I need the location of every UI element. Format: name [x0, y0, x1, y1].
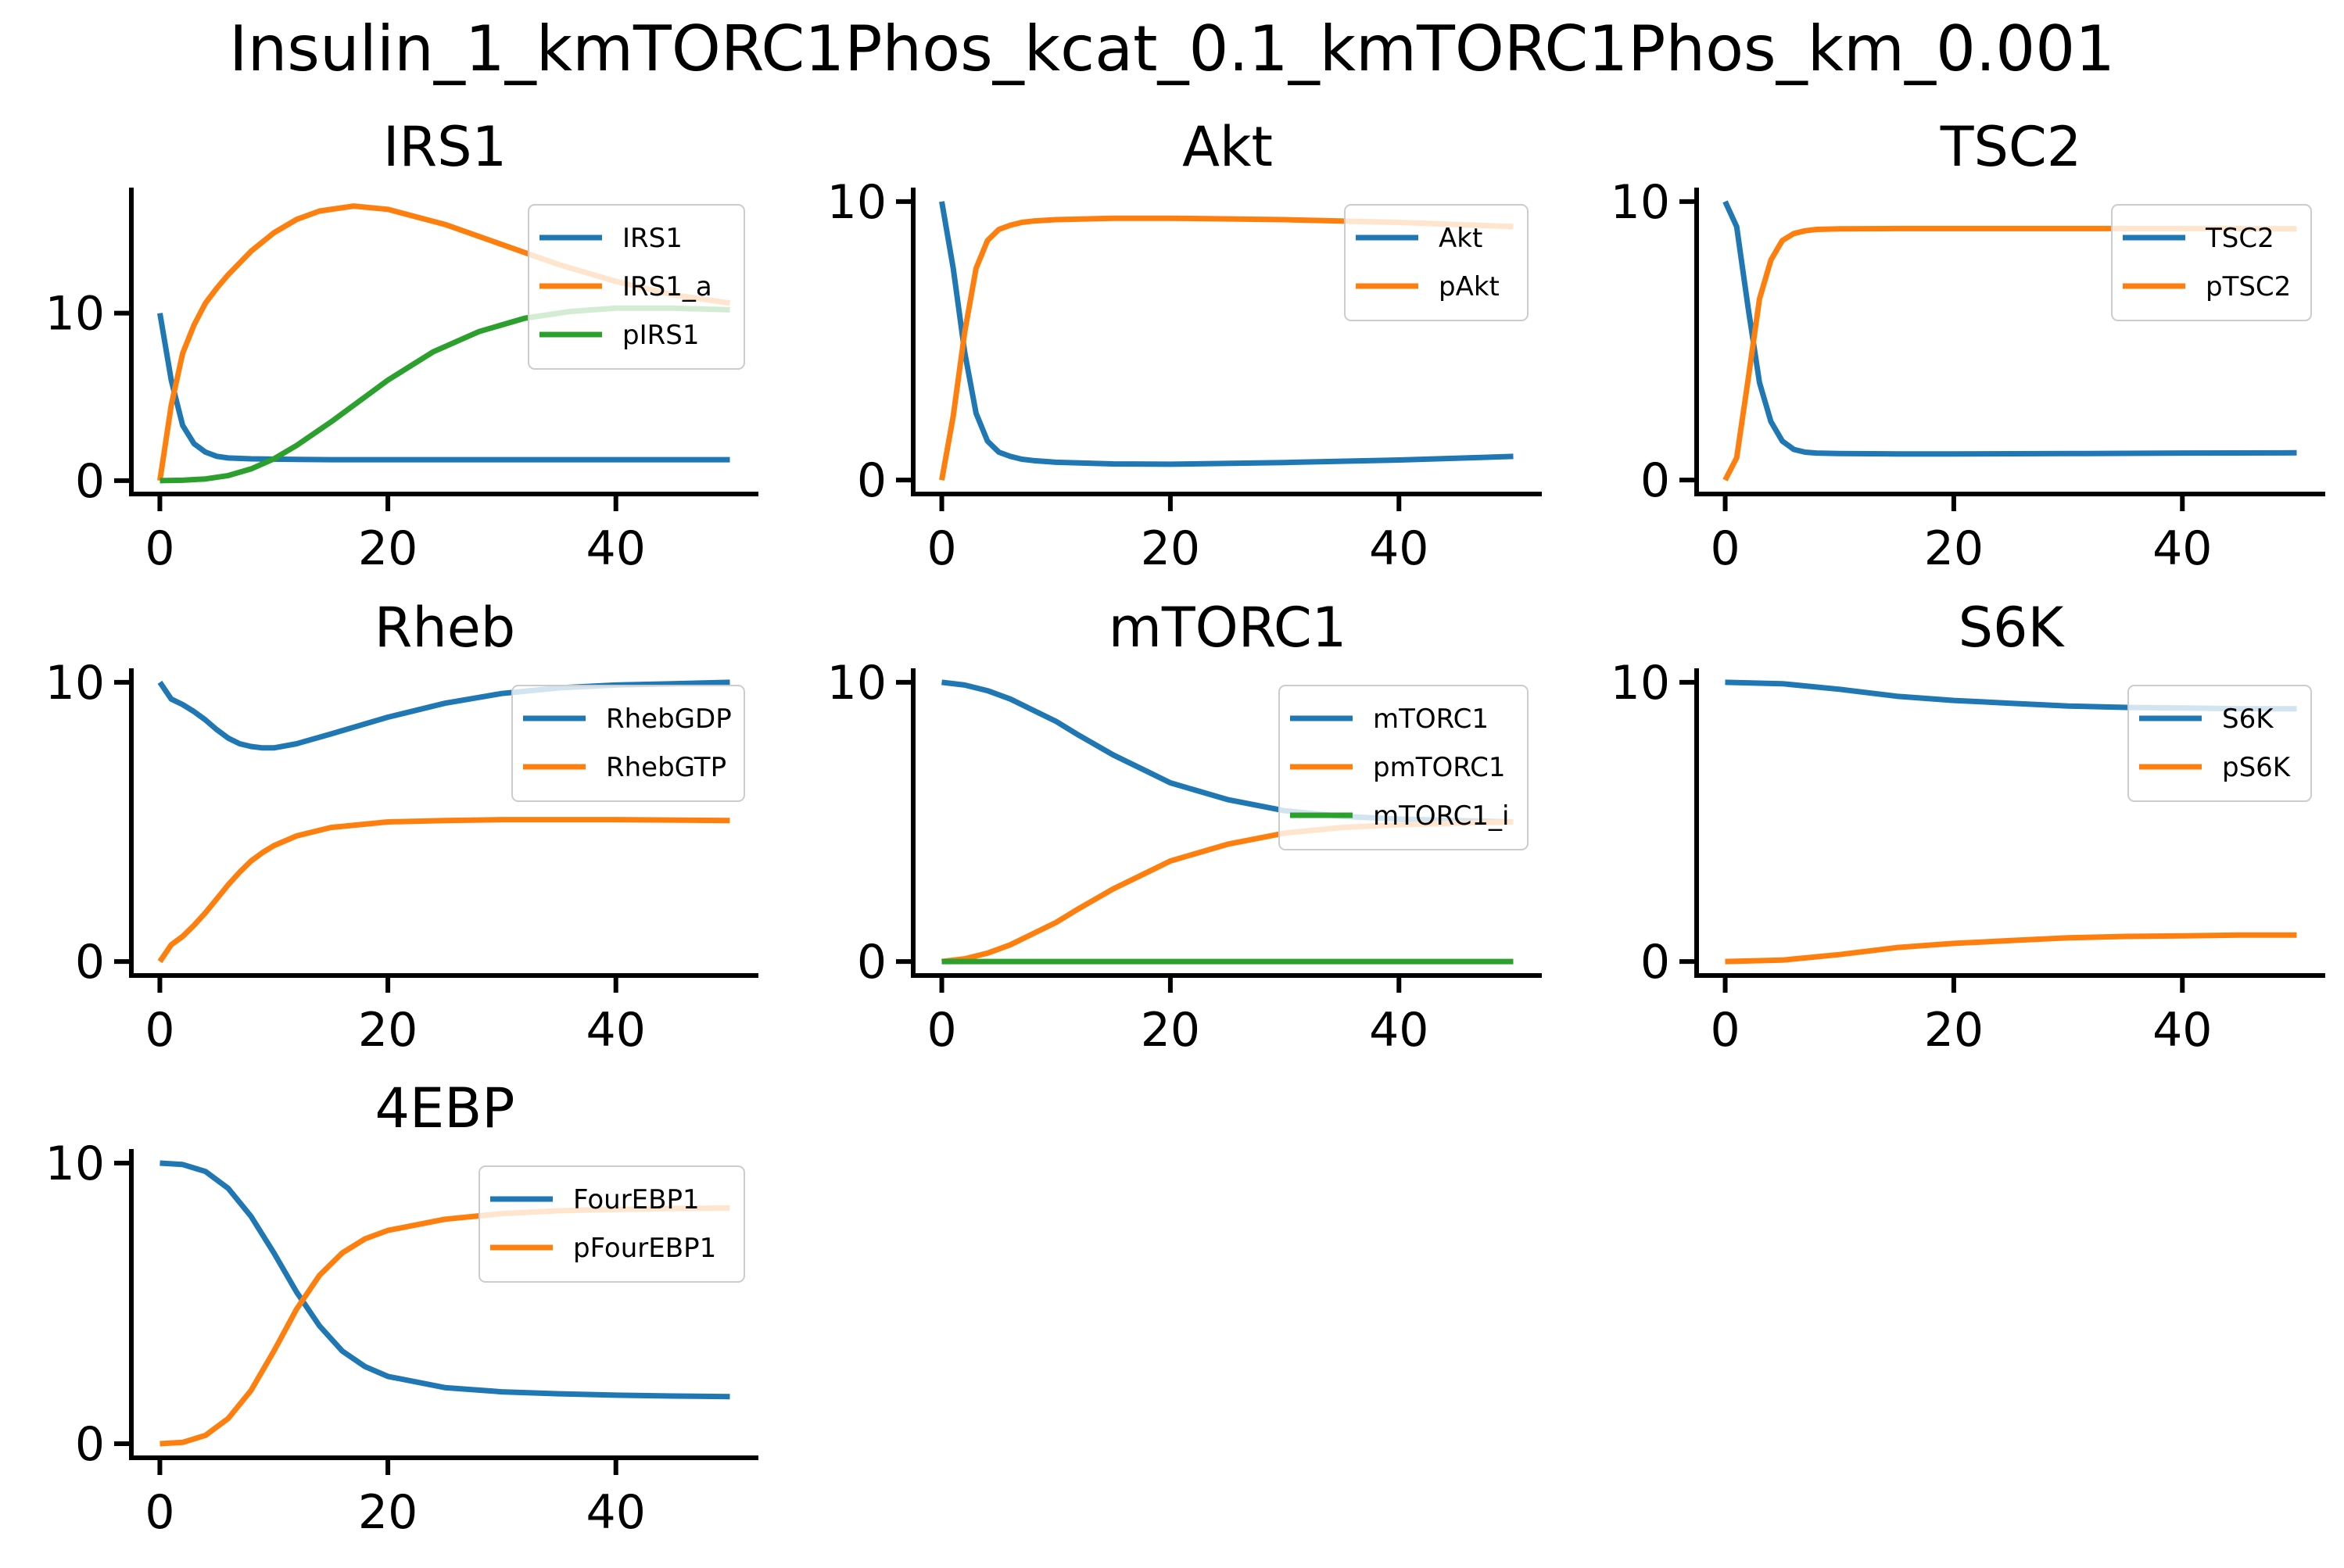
x-tick-label: 20	[358, 1485, 418, 1540]
x-tick-label: 0	[145, 521, 174, 576]
series-line-pakt	[939, 215, 1514, 481]
panel-title-tsc2: TSC2	[1940, 115, 2082, 179]
legend-label-s6k: S6K	[2222, 703, 2274, 735]
x-tick-label: 40	[1369, 1003, 1428, 1058]
legend-label-ptsc2: pTSC2	[2206, 271, 2291, 303]
y-tick-label: 0	[1640, 935, 1670, 990]
series-line-fourebp1	[159, 1160, 730, 1400]
x-tick-label: 0	[145, 1003, 174, 1058]
x-tick-label: 40	[586, 1485, 646, 1540]
legend: TSC2 pTSC2	[2111, 204, 2312, 321]
legend-frame	[478, 1165, 745, 1283]
legend-label-mtorc1-i: mTORC1_i	[1373, 800, 1509, 832]
y-tick-label: 10	[827, 175, 887, 230]
legend-label-mtorc1: mTORC1	[1373, 703, 1489, 735]
panel-title-4ebp: 4EBP	[375, 1076, 515, 1140]
legend-label-irs1-a: IRS1_a	[622, 271, 712, 303]
panel-rheb: Rheb 0 20 40 0 10 RhebGDP RhebGTP	[45, 596, 758, 1058]
legend-label-pmtorc1: pmTORC1	[1373, 752, 1506, 783]
y-tick-label: 0	[75, 1417, 105, 1472]
x-tick-label: 0	[145, 1485, 174, 1540]
y-tick-label: 10	[1611, 656, 1670, 711]
y-tick-label: 0	[857, 453, 887, 508]
x-tick-label: 40	[586, 1003, 646, 1058]
legend-frame	[2111, 204, 2312, 321]
legend-frame	[528, 204, 745, 370]
y-tick-label: 10	[45, 1137, 105, 1191]
panel-4ebp: 4EBP 0 20 40 0 10 FourEBP1 pFourEBP1	[45, 1076, 758, 1540]
x-tick-label: 40	[1369, 521, 1428, 576]
legend: FourEBP1 pFourEBP1	[478, 1165, 745, 1283]
legend: IRS1 IRS1_a pIRS1	[528, 204, 745, 370]
x-tick-label: 0	[1710, 1003, 1740, 1058]
x-tick-label: 20	[1924, 521, 1984, 576]
panel-title-akt: Akt	[1182, 115, 1273, 179]
legend-label-pirs1: pIRS1	[622, 320, 699, 351]
panel-title-rheb: Rheb	[375, 596, 516, 660]
x-tick-label: 0	[1710, 521, 1740, 576]
series-line-tsc2	[1722, 200, 2297, 457]
series-line-ps6k	[1725, 932, 2297, 965]
x-tick-label: 20	[358, 1003, 418, 1058]
x-tick-label: 20	[1141, 1003, 1200, 1058]
legend: mTORC1 pmTORC1 mTORC1_i	[1278, 685, 1529, 850]
legend-frame	[511, 685, 745, 802]
x-tick-label: 20	[1924, 1003, 1984, 1058]
y-tick-label: 10	[45, 287, 105, 342]
legend-label-rhebgtp: RhebGTP	[606, 752, 726, 783]
legend: S6K pS6K	[2127, 685, 2312, 802]
x-tick-label: 40	[586, 521, 646, 576]
y-tick-label: 0	[75, 935, 105, 990]
x-tick-label: 20	[358, 521, 418, 576]
y-tick-label: 10	[827, 656, 887, 711]
legend-label-pakt: pAkt	[1439, 271, 1500, 303]
legend-label-fourebp1: FourEBP1	[573, 1184, 700, 1215]
legend-label-akt: Akt	[1439, 223, 1482, 254]
panel-title-irs1: IRS1	[383, 115, 507, 179]
x-tick-label: 40	[2152, 1003, 2212, 1058]
series-line-ptsc2	[1722, 225, 2297, 481]
panel-title-s6k: S6K	[1959, 596, 2066, 660]
legend-frame	[2127, 685, 2312, 802]
series-line-rhebgtp	[157, 817, 730, 964]
y-tick-label: 0	[857, 935, 887, 990]
series-line-akt	[939, 201, 1514, 467]
x-tick-label: 40	[2152, 521, 2212, 576]
legend-label-pfourebp1: pFourEBP1	[573, 1233, 716, 1264]
legend: Akt pAkt	[1344, 204, 1529, 321]
panel-akt: Akt 0 20 40 0 10 Akt pAkt	[827, 115, 1542, 576]
legend: RhebGDP RhebGTP	[511, 685, 745, 802]
panel-s6k: S6K 0 20 40 0 10 S6K pS6K	[1611, 596, 2325, 1058]
y-tick-label: 0	[1640, 453, 1670, 508]
legend-frame	[1278, 685, 1529, 850]
legend-label-irs1: IRS1	[622, 223, 683, 254]
series-line-irs1	[157, 313, 730, 463]
x-tick-label: 20	[1141, 521, 1200, 576]
y-tick-label: 0	[75, 454, 105, 509]
legend-label-rhebgdp: RhebGDP	[606, 703, 732, 735]
x-tick-label: 0	[926, 1003, 956, 1058]
panel-mtorc1: mTORC1 0 20 40 0 10 mTORC1 pmTORC1 mTORC1_i	[827, 596, 1542, 1058]
x-tick-label: 0	[926, 521, 956, 576]
panel-irs1: IRS1 0 20 40 0 10 IRS1 IRS1_a pIRS1	[45, 115, 758, 576]
legend-label-tsc2: TSC2	[2205, 223, 2274, 254]
legend-frame	[1344, 204, 1529, 321]
legend-label-ps6k: pS6K	[2222, 752, 2292, 783]
panel-title-mtorc1: mTORC1	[1109, 596, 1347, 660]
figure-title: Insulin_1_kmTORC1Phos_kcat_0.1_kmTORC1Ph…	[229, 13, 2115, 85]
y-tick-label: 10	[45, 656, 105, 711]
y-tick-label: 10	[1611, 175, 1670, 230]
panel-tsc2: TSC2 0 20 40 0 10 TSC2 pTSC2	[1611, 115, 2325, 576]
